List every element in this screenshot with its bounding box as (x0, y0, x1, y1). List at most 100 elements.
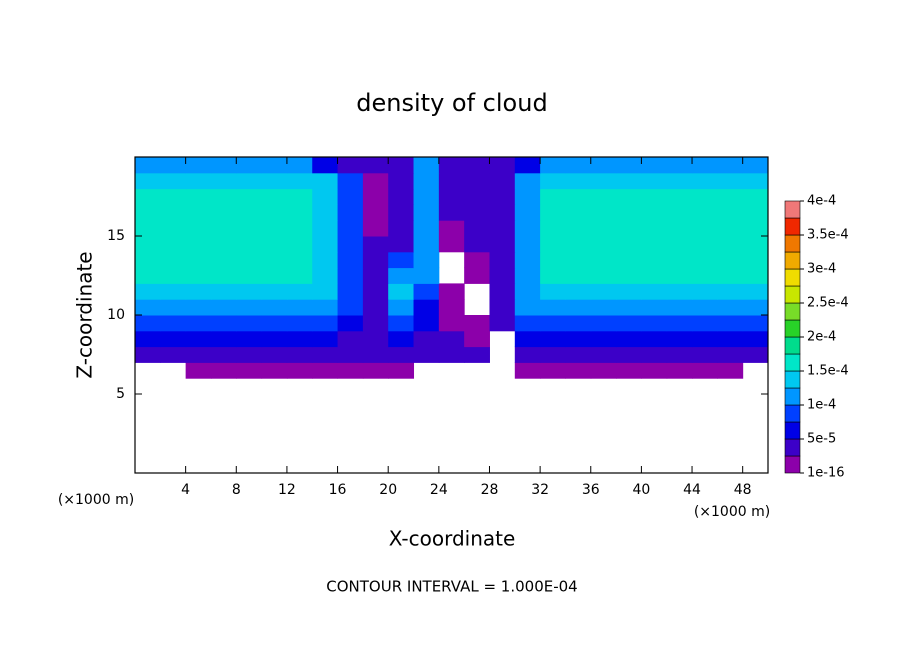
field (135, 157, 769, 379)
field-cell (337, 157, 364, 174)
colorbar-label: 4e-4 (807, 194, 836, 209)
field-cell (742, 172, 769, 190)
field-cell (413, 346, 440, 363)
field-cell (692, 251, 718, 269)
field-cell (666, 330, 693, 348)
field-cell (666, 299, 693, 316)
field-cell (312, 236, 339, 253)
field-cell (312, 283, 339, 300)
field-cell (236, 283, 263, 300)
field-cell (135, 267, 161, 284)
field-cell (388, 188, 415, 205)
field-cell (742, 283, 769, 300)
field-cell (590, 251, 617, 269)
field-cell (286, 220, 313, 237)
field-cell (135, 157, 161, 174)
field-cell (160, 188, 187, 205)
field-cell (489, 172, 516, 190)
field-cell (312, 172, 339, 190)
field-cell (261, 299, 288, 316)
field-cell (185, 346, 212, 363)
field-cell (135, 283, 161, 300)
field-cell (742, 330, 769, 348)
field-cell (489, 283, 516, 300)
field-cell (362, 204, 389, 221)
field-cell (616, 346, 642, 363)
field-cell (565, 362, 592, 379)
field-cell (185, 283, 212, 300)
field-cell (185, 251, 212, 269)
field-cell (616, 315, 642, 332)
field-cell (135, 299, 161, 316)
field-cell (185, 172, 212, 190)
field-cell (261, 362, 288, 379)
field-cell (616, 220, 642, 237)
field-cell (438, 283, 465, 300)
field-cell (261, 188, 288, 205)
field-cell (540, 220, 566, 237)
colorbar-box (784, 234, 801, 253)
field-cell (692, 220, 718, 237)
field-cell (540, 315, 566, 332)
field-cell (413, 267, 440, 284)
field-cell (590, 236, 617, 253)
field-cell (742, 299, 769, 316)
field-cell (413, 330, 440, 348)
field-cell (616, 172, 642, 190)
annotation: CONTOUR INTERVAL = 1.000E-04 (326, 578, 577, 596)
field-cell (362, 267, 389, 284)
field-cell (489, 315, 516, 332)
field-cell (337, 204, 364, 221)
field-cell (692, 204, 718, 221)
field-cell (641, 236, 668, 253)
field-cell (438, 330, 465, 348)
field-cell (337, 172, 364, 190)
field-cell (160, 220, 187, 237)
field-cell (666, 157, 693, 174)
field-cell (362, 346, 389, 363)
x-tick-label: 16 (329, 482, 347, 498)
field-cell (388, 157, 415, 174)
field-cell (210, 267, 237, 284)
field-cell (540, 330, 566, 348)
field-cell (236, 299, 263, 316)
field-cell (514, 330, 541, 348)
field-cell (717, 157, 744, 174)
field-cell (388, 204, 415, 221)
field-cell (540, 283, 566, 300)
x-tick-label: 32 (531, 482, 549, 498)
field-cell (261, 315, 288, 332)
field-cell (438, 220, 465, 237)
field-cell (160, 236, 187, 253)
field-cell (236, 236, 263, 253)
field-cell (590, 299, 617, 316)
field-cell (540, 362, 566, 379)
field-cell (135, 188, 161, 205)
field-cell (742, 188, 769, 205)
field-cell (362, 330, 389, 348)
field-cell (135, 346, 161, 363)
x-tick-label: 36 (582, 482, 600, 498)
field-cell (565, 299, 592, 316)
field-cell (717, 236, 744, 253)
field-cell (666, 251, 693, 269)
field-cell (717, 315, 744, 332)
field-cell (464, 267, 490, 284)
field-cell (464, 346, 490, 363)
field-cell (565, 251, 592, 269)
field-cell (641, 299, 668, 316)
field-cell (717, 204, 744, 221)
field-cell (312, 362, 339, 379)
field-cell (210, 283, 237, 300)
field-cell (286, 157, 313, 174)
field-cell (185, 299, 212, 316)
field-cell (185, 188, 212, 205)
field-cell (362, 299, 389, 316)
field-cell (337, 299, 364, 316)
field-cell (210, 172, 237, 190)
x-tick-label: 40 (632, 482, 650, 498)
field-cell (438, 172, 465, 190)
field-cell (413, 299, 440, 316)
field-cell (514, 204, 541, 221)
field-cell (135, 172, 161, 190)
